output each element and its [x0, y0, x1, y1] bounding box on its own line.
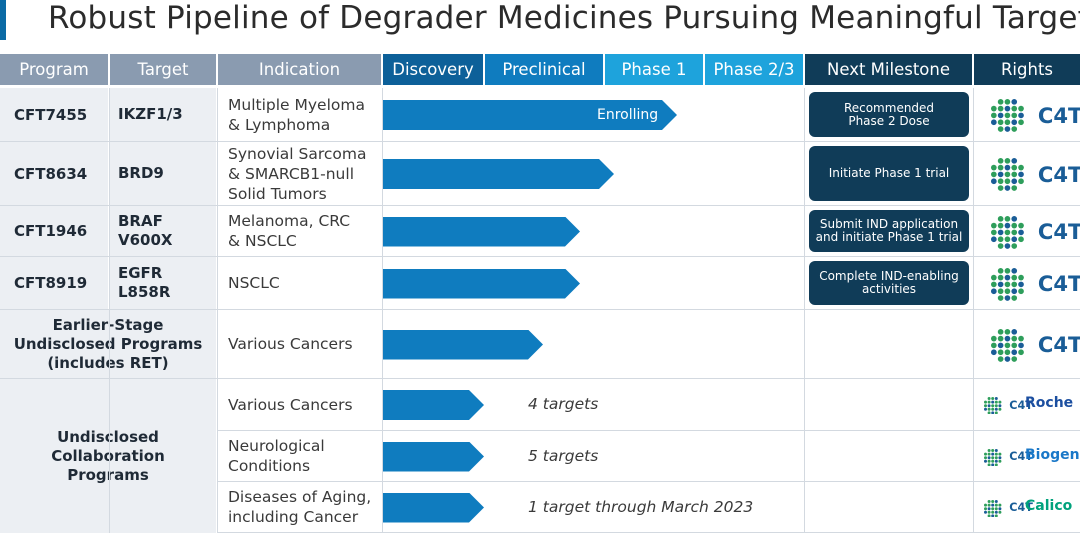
next-milestone-badge: Submit IND application and initiate Phas…: [809, 210, 969, 252]
header-indication: Indication: [218, 54, 381, 85]
indication: Synovial Sarcoma & SMARCB1-null Solid Tu…: [228, 144, 367, 203]
column-divider: [973, 88, 974, 533]
header-target: Target: [110, 54, 216, 85]
row-divider: [0, 205, 1080, 206]
stage-status-label: Enrolling: [597, 107, 659, 123]
stage-progress-arrow: [383, 442, 484, 472]
row-divider: [0, 256, 1080, 257]
collab-target-note: 5 targets: [528, 446, 599, 465]
header-phase1: Phase 1: [605, 54, 703, 85]
header-rights: Rights: [974, 54, 1080, 85]
row-divider: [218, 430, 1080, 431]
column-divider: [217, 88, 218, 533]
target-name: IKZF1/3: [110, 88, 216, 141]
pipeline-table: Program Target Indication Discovery Prec…: [0, 54, 1080, 534]
c4t-dots-icon: [991, 267, 1024, 301]
partner-logo-biogen: Biogen: [1025, 446, 1080, 463]
indication: Diseases of Aging, including Cancer: [228, 488, 372, 526]
stage-progress-arrow: [383, 390, 484, 420]
collab-target-note: 1 target through March 2023: [528, 497, 754, 516]
stage-progress-arrow: [383, 159, 614, 189]
header-preclinical: Preclinical: [485, 54, 603, 85]
c4t-dots-icon: [984, 448, 1002, 466]
row-divider: [0, 378, 1080, 379]
c4t-logo-text: C4T: [1037, 271, 1080, 296]
program-name: CFT7455: [0, 88, 108, 141]
c4t-logo-text: C4T: [1009, 501, 1033, 514]
collab-target-note: 4 targets: [528, 395, 599, 413]
stage-progress-arrow: [383, 269, 580, 299]
indication: Multiple Myeloma & Lymphoma: [228, 95, 365, 134]
c4t-dots-icon: [991, 215, 1024, 249]
page-title: Robust Pipeline of Degrader Medicines Pu…: [48, 0, 1080, 36]
c4t-dots-icon: [991, 99, 1024, 132]
column-divider: [109, 88, 110, 533]
program-name: CFT8634: [0, 142, 108, 205]
c4t-logo: C4T: [990, 328, 1080, 362]
column-divider: [382, 88, 383, 533]
header-phase23: Phase 2/3: [705, 54, 803, 85]
header-next-milestone: Next Milestone: [805, 54, 972, 85]
c4t-dots-icon: [991, 158, 1024, 191]
c4t-dots-icon: [991, 328, 1024, 362]
c4t-logo-text: C4T: [1009, 398, 1033, 412]
row-divider: [0, 141, 1080, 142]
partner-logo-roche: Roche: [1025, 395, 1074, 411]
program-name: CFT8919: [0, 257, 108, 309]
c4t-logo-text: C4T: [1037, 161, 1080, 187]
indication: Various Cancers: [228, 335, 353, 353]
c4t-dots-icon: [984, 499, 1002, 517]
next-milestone-badge: Complete IND-enabling activities: [809, 261, 969, 305]
stage-progress-arrow: [383, 217, 580, 247]
column-divider: [804, 88, 805, 533]
stage-progress-arrow: [383, 100, 677, 130]
target-name: BRAF V600X: [110, 206, 216, 256]
indication: Neurological Conditions: [228, 437, 325, 475]
row-divider: [218, 481, 1080, 482]
target-name: BRD9: [110, 142, 216, 205]
program-name: Earlier-Stage Undisclosed Programs (incl…: [0, 310, 216, 378]
next-milestone-badge: Initiate Phase 1 trial: [809, 146, 969, 201]
next-milestone-badge: Recommended Phase 2 Dose: [809, 92, 969, 137]
c4t-logo: C4T: [990, 267, 1080, 301]
row-divider: [218, 532, 1080, 533]
indication: Various Cancers: [228, 395, 353, 414]
stage-progress-arrow: [383, 330, 543, 360]
indication: NSCLC: [228, 274, 280, 292]
target-name: EGFR L858R: [110, 257, 216, 309]
c4t-dots-icon: [984, 397, 1002, 414]
c4t-logo-small: C4T: [983, 499, 1033, 517]
c4t-logo-small: C4T: [983, 396, 1033, 414]
c4t-logo-text: C4T: [1037, 102, 1080, 128]
title-accent-bar: [0, 0, 6, 40]
indication: Melanoma, CRC & NSCLC: [228, 212, 351, 250]
header-program: Program: [0, 54, 108, 85]
c4t-logo-small: C4T: [983, 448, 1033, 466]
stage-progress-arrow: [383, 493, 484, 523]
header-discovery: Discovery: [383, 54, 483, 85]
c4t-logo: C4T: [990, 98, 1080, 132]
c4t-logo-text: C4T: [1037, 332, 1080, 357]
c4t-logo: C4T: [990, 215, 1080, 249]
c4t-logo-text: C4T: [1037, 219, 1080, 244]
program-name: CFT1946: [0, 206, 108, 256]
partner-logo-calico: Calico: [1025, 497, 1073, 514]
c4t-logo-text: C4T: [1009, 450, 1033, 463]
collab-program-name: Undisclosed Collaboration Programs: [0, 379, 216, 533]
row-divider: [0, 309, 1080, 310]
c4t-logo: C4T: [990, 157, 1080, 191]
